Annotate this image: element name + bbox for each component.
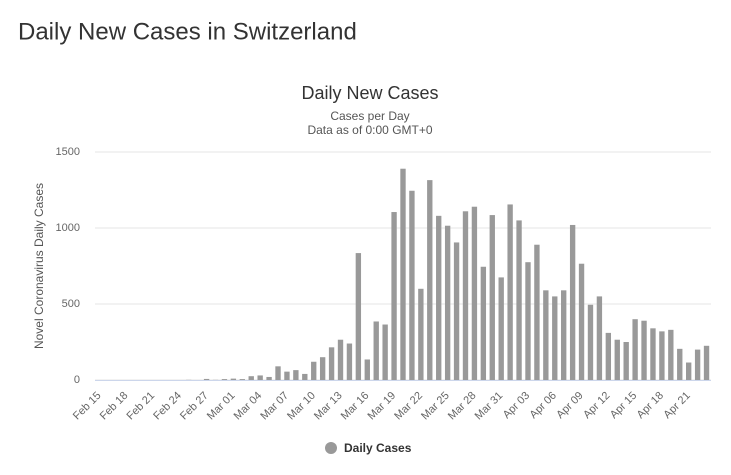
x-tick-label: Mar 19 bbox=[366, 390, 399, 423]
x-tick-label: Apr 21 bbox=[661, 390, 692, 421]
bar bbox=[230, 378, 237, 380]
bar bbox=[703, 345, 710, 380]
bar bbox=[587, 304, 594, 380]
bar bbox=[596, 296, 603, 380]
legend-label[interactable]: Daily Cases bbox=[344, 441, 412, 455]
x-tick-label: Apr 03 bbox=[501, 390, 532, 421]
y-tick-label: 0 bbox=[74, 374, 80, 386]
x-tick-label: Apr 06 bbox=[528, 390, 559, 421]
chart-note: Data as of 0:00 GMT+0 bbox=[307, 123, 432, 137]
bar bbox=[328, 347, 335, 380]
bar bbox=[650, 328, 656, 380]
bar bbox=[498, 277, 504, 380]
bar bbox=[507, 204, 513, 380]
bar bbox=[453, 242, 460, 380]
legend-marker[interactable] bbox=[325, 442, 337, 454]
bar bbox=[266, 376, 272, 380]
y-tick-label: 1500 bbox=[56, 146, 80, 158]
x-tick-label: Mar 01 bbox=[205, 390, 238, 423]
bar bbox=[427, 180, 433, 380]
bar bbox=[364, 359, 370, 380]
x-tick-label: Mar 07 bbox=[258, 390, 291, 423]
bar bbox=[578, 263, 585, 380]
bar bbox=[293, 370, 299, 380]
bar bbox=[436, 215, 442, 380]
x-tick-label: Feb 15 bbox=[71, 390, 104, 423]
bar bbox=[221, 379, 228, 380]
bar bbox=[337, 339, 344, 380]
bar bbox=[552, 296, 558, 380]
bar bbox=[284, 371, 290, 380]
bar bbox=[569, 224, 576, 380]
bar bbox=[614, 339, 620, 380]
bar bbox=[275, 366, 281, 380]
x-tick-label: Feb 18 bbox=[98, 390, 131, 423]
bar bbox=[382, 324, 388, 380]
bar bbox=[516, 220, 522, 380]
bar bbox=[391, 212, 397, 380]
bar bbox=[203, 378, 210, 380]
bar bbox=[668, 329, 674, 380]
bar bbox=[418, 288, 424, 380]
x-tick-label: Mar 22 bbox=[392, 390, 425, 423]
x-tick-label: Feb 27 bbox=[178, 390, 211, 423]
bar bbox=[605, 332, 612, 380]
y-tick-label: 1000 bbox=[56, 222, 80, 234]
bar bbox=[525, 262, 531, 380]
bar bbox=[534, 244, 540, 380]
x-tick-label: Feb 21 bbox=[125, 390, 158, 423]
bar bbox=[355, 253, 362, 380]
bar bbox=[239, 379, 245, 380]
bar bbox=[677, 348, 683, 380]
bar bbox=[444, 225, 451, 380]
bar bbox=[686, 362, 692, 380]
bar bbox=[632, 319, 638, 380]
x-tick-label: Apr 12 bbox=[581, 390, 612, 421]
bar bbox=[641, 320, 647, 380]
bar bbox=[400, 168, 406, 380]
x-tick-label: Apr 09 bbox=[554, 390, 585, 421]
x-tick-label: Mar 13 bbox=[312, 390, 345, 423]
bar bbox=[257, 375, 263, 380]
x-tick-label: Mar 04 bbox=[232, 390, 265, 423]
bar bbox=[694, 349, 701, 380]
bar bbox=[248, 376, 254, 380]
bar bbox=[302, 373, 308, 380]
bar bbox=[471, 206, 478, 380]
bar bbox=[543, 290, 549, 380]
bar bbox=[489, 215, 495, 380]
bar bbox=[346, 343, 353, 380]
bar bbox=[319, 357, 326, 380]
bar bbox=[561, 290, 567, 380]
x-tick-label: Mar 10 bbox=[285, 390, 318, 423]
bar bbox=[623, 342, 629, 380]
x-tick-label: Mar 31 bbox=[473, 390, 506, 423]
x-tick-label: Apr 18 bbox=[635, 390, 666, 421]
bar bbox=[462, 211, 469, 380]
chart-subtitle: Cases per Day bbox=[330, 109, 409, 123]
bar bbox=[659, 331, 665, 380]
y-axis-label: Novel Coronavirus Daily Cases bbox=[32, 183, 46, 349]
bar bbox=[480, 266, 487, 380]
x-tick-label: Mar 28 bbox=[446, 390, 479, 423]
page-title: Daily New Cases in Switzerland bbox=[18, 18, 357, 45]
y-tick-label: 500 bbox=[62, 298, 80, 310]
x-tick-label: Mar 16 bbox=[339, 390, 372, 423]
bar bbox=[311, 361, 317, 380]
bar bbox=[373, 321, 379, 380]
x-tick-label: Feb 24 bbox=[151, 390, 184, 423]
chart-title: Daily New Cases bbox=[301, 83, 438, 103]
x-tick-label: Apr 15 bbox=[608, 390, 639, 421]
bar bbox=[409, 190, 415, 380]
x-tick-label: Mar 25 bbox=[419, 390, 452, 423]
